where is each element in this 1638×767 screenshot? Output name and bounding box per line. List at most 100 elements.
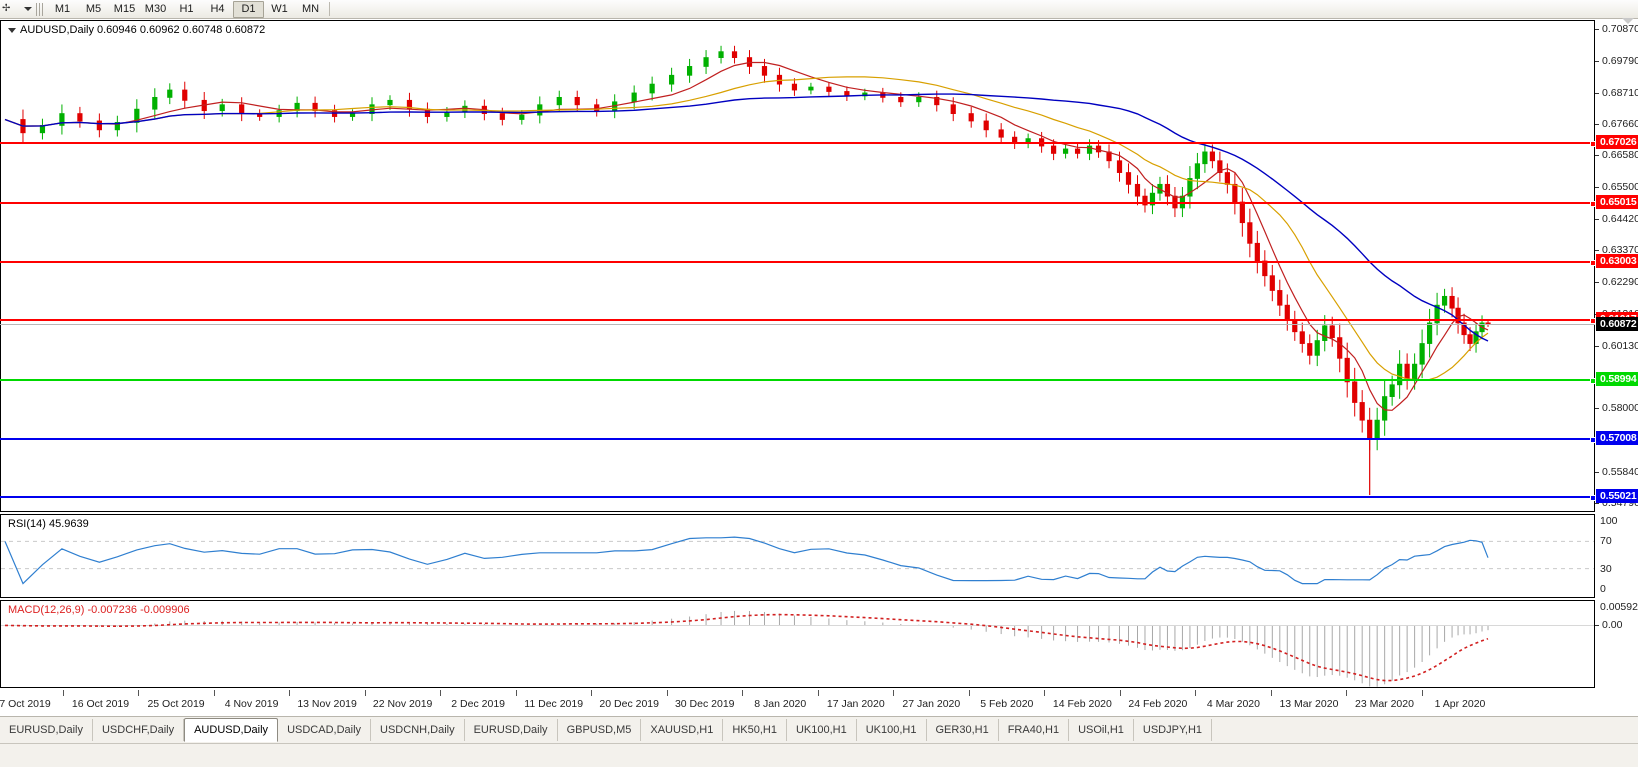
time-tick-label: 16 Oct 2019 (71, 698, 130, 710)
level-handle[interactable] (1590, 378, 1596, 385)
rsi-line-canvas (1, 536, 1594, 585)
tab-underline (0, 743, 1638, 744)
chart-tab[interactable]: HK50,H1 (723, 719, 787, 741)
price-tick: 0.67660 (1595, 118, 1638, 130)
macd-tick: 0.005923 (1600, 601, 1638, 613)
chart-tab-active[interactable]: AUDUSD,Daily (184, 718, 279, 742)
time-separator (515, 690, 517, 696)
toolbar-drag-handle[interactable] (36, 2, 43, 16)
level-handle[interactable] (1590, 495, 1596, 502)
time-tick-label: 25 Oct 2019 (147, 698, 205, 710)
macd-indicator-pane[interactable] (0, 600, 1595, 688)
chart-tab[interactable]: GBPUSD,M5 (558, 719, 642, 741)
price-tick: 0.64420 (1595, 213, 1638, 225)
rsi-tick: 30 (1600, 562, 1612, 575)
price-tick: 0.63370 (1595, 244, 1638, 256)
time-tick-label: 20 Dec 2019 (599, 698, 659, 710)
timeframe-mn[interactable]: MN (301, 3, 320, 15)
timeframe-d1[interactable]: D1 (233, 0, 264, 18)
price-tick: 0.69790 (1595, 55, 1638, 67)
rsi-indicator-pane[interactable] (0, 514, 1595, 598)
level-line-0.65015[interactable] (0, 200, 1596, 207)
level-price-tag[interactable]: 0.63003 (1596, 253, 1638, 268)
timeframe-m15[interactable]: M15 (113, 3, 136, 15)
price-chart-pane[interactable] (0, 20, 1595, 512)
level-line-0.55021[interactable] (0, 495, 1596, 502)
price-tick: 0.60130 (1595, 340, 1638, 352)
rsi-tick: 0 (1600, 583, 1606, 595)
macd-canvas (1, 610, 1594, 687)
timeframe-m1[interactable]: M1 (54, 3, 71, 15)
time-tick-label: 7 Oct 2019 (0, 698, 51, 710)
price-tick: 0.68710 (1595, 87, 1638, 99)
chart-tab[interactable]: UK100,H1 (857, 719, 927, 741)
time-axis: 7 Oct 2019 16 Oct 2019 25 Oct 2019 4 Nov 20… (0, 690, 1638, 716)
time-tick-label: 22 Nov 2019 (372, 698, 433, 710)
chart-tab[interactable]: USOil,H1 (1069, 719, 1134, 741)
timeframe-m30[interactable]: M30 (144, 3, 167, 15)
cursor-icon: ✢ (2, 3, 11, 14)
time-separator (1270, 690, 1272, 696)
level-line-0.63003[interactable] (0, 259, 1596, 266)
time-tick-label: 8 Jan 2020 (754, 698, 807, 710)
timeframe-group: M1 M5 M15 M30 H1 H4 D1 W1 MN (47, 0, 326, 18)
rsi-line (4, 536, 1489, 585)
ma-slow-line (4, 93, 1489, 342)
level-line-0.67026[interactable] (0, 141, 1596, 148)
rsi-tick: 100 (1600, 515, 1618, 527)
timeframe-w1[interactable]: W1 (271, 3, 288, 15)
time-separator (1044, 690, 1046, 696)
level-handle[interactable] (1590, 141, 1596, 148)
macd-signal-line (4, 613, 1489, 682)
level-handle[interactable] (1590, 200, 1596, 207)
time-tick-label: 4 Nov 2019 (224, 698, 279, 710)
price-tick: 0.62290 (1595, 276, 1638, 288)
rsi-label: RSI(14) 45.9639 (8, 518, 89, 530)
level-price-tag[interactable]: 0.60872 (1596, 316, 1638, 331)
time-tick-label: 27 Jan 2020 (902, 698, 961, 710)
level-line-0.57008[interactable] (0, 436, 1596, 443)
ma-mid-line (4, 76, 1489, 381)
level-handle[interactable] (1590, 259, 1596, 266)
chart-tab[interactable]: USDCAD,Daily (278, 719, 372, 741)
time-tick-label: 2 Dec 2019 (451, 698, 506, 710)
time-separator (1119, 690, 1121, 696)
level-price-tag[interactable]: 0.65015 (1596, 194, 1638, 209)
timeframe-h1[interactable]: H1 (179, 3, 194, 15)
chart-tab[interactable]: USDJPY,H1 (1134, 719, 1213, 741)
level-line-0.61017[interactable] (0, 318, 1596, 325)
level-handle[interactable] (1590, 436, 1596, 443)
level-price-tag[interactable]: 0.55021 (1596, 489, 1638, 504)
rsi-scale: 100 70 30 0 (1595, 514, 1638, 598)
collapse-triangle-icon[interactable] (8, 27, 16, 33)
time-separator (817, 690, 819, 696)
toolbar-overflow-button[interactable]: ✢ (0, 1, 34, 18)
chart-tab[interactable]: USDCNH,Daily (371, 719, 465, 741)
time-separator (893, 690, 895, 696)
time-tick-label: 1 Apr 2020 (1434, 698, 1486, 710)
chart-tab[interactable]: XAUUSD,H1 (641, 719, 724, 741)
time-tick-label: 13 Nov 2019 (297, 698, 357, 710)
time-separator (968, 690, 970, 696)
level-price-tag[interactable]: 0.58994 (1596, 372, 1638, 387)
chart-tab[interactable]: USDCHF,Daily (93, 719, 185, 741)
price-tick: 0.70870 (1595, 23, 1638, 35)
time-tick-label: 13 Mar 2020 (1279, 698, 1339, 710)
chart-tab[interactable]: GER30,H1 (927, 719, 999, 741)
chevron-down-icon (24, 7, 32, 11)
scroll-indicator-icon (1622, 18, 1634, 24)
chart-tab[interactable]: EURUSD,Daily (465, 719, 558, 741)
level-line-0.58994[interactable] (0, 378, 1596, 385)
time-tick-label: 24 Feb 2020 (1128, 698, 1188, 710)
timeframe-h4[interactable]: H4 (210, 3, 225, 15)
time-tick-label: 11 Dec 2019 (524, 698, 584, 710)
time-separator (62, 690, 64, 696)
chart-tab[interactable]: EURUSD,Daily (0, 719, 93, 741)
chart-tab[interactable]: UK100,H1 (787, 719, 857, 741)
level-price-tag[interactable]: 0.67026 (1596, 135, 1638, 150)
toolbar-separator (329, 2, 330, 16)
chart-tab[interactable]: FRA40,H1 (999, 719, 1070, 741)
timeframe-m5[interactable]: M5 (85, 3, 102, 15)
price-tick: 0.66580 (1595, 149, 1638, 161)
level-price-tag[interactable]: 0.57008 (1596, 430, 1638, 445)
